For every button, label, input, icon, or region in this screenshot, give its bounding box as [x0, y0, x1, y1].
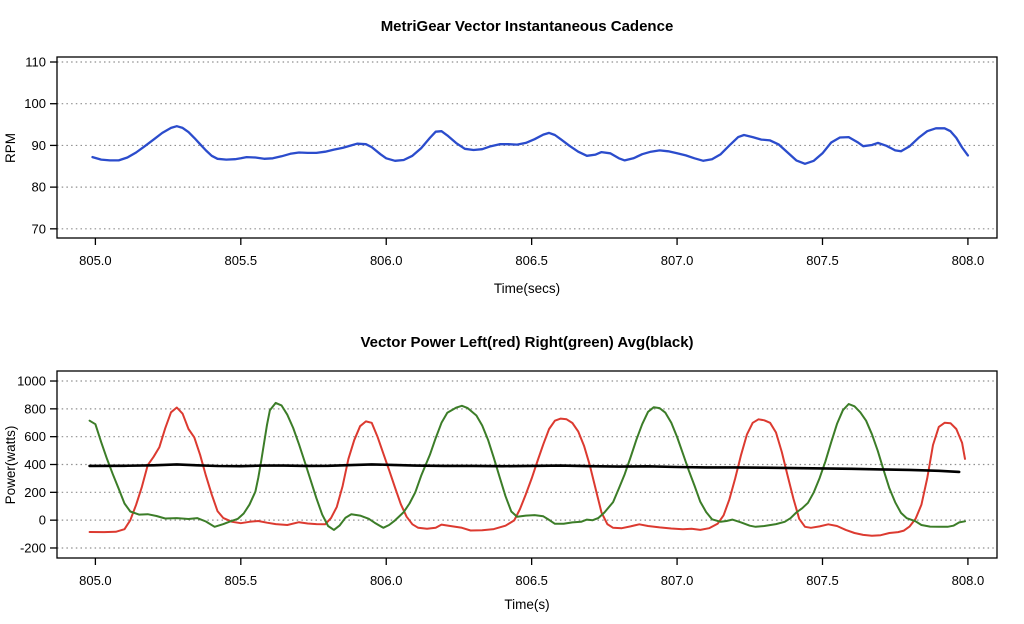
- cadence-gridlines: [57, 61, 997, 230]
- cadence-x-tick-label: 806.5: [515, 253, 548, 268]
- power-y-tick-label: 1000: [17, 374, 46, 389]
- power-y-tick-label: 800: [24, 401, 46, 416]
- power-x-axis-label: Time(s): [504, 597, 549, 612]
- power-axis-ticks: [50, 380, 969, 565]
- power-y-tick-label: 0: [39, 513, 46, 528]
- power-x-tick-label: 806.0: [370, 573, 403, 588]
- cadence-chart-title: MetriGear Vector Instantaneous Cadence: [381, 18, 674, 35]
- power-y-tick-label: 600: [24, 429, 46, 444]
- power-series-left-power: [88, 406, 966, 537]
- cadence-y-tick-label: 90: [32, 138, 46, 153]
- power-x-tick-label: 807.5: [806, 573, 839, 588]
- power-x-tick-label: 805.5: [225, 573, 258, 588]
- cadence-y-tick-label: 100: [24, 96, 46, 111]
- cadence-chart-plot-area: 70 80 90 100 110 805.0 805.5 806.0 806.5 807.0 807…: [24, 55, 998, 268]
- power-chart-title: Vector Power Left(red) Right(green) Avg(…: [360, 334, 693, 351]
- cadence-series-cadence: [91, 125, 970, 165]
- power-tick-labels: -200 0 200 400 600 800 1000 805.0 805.5 806.0 806.…: [17, 374, 984, 588]
- cadence-y-axis-label: RPM: [3, 133, 18, 163]
- cadence-axis-ticks: [50, 61, 969, 245]
- cadence-plot-frame: [56, 56, 998, 239]
- cadence-y-tick-label: 70: [32, 221, 46, 236]
- cadence-y-tick-label: 110: [25, 55, 46, 70]
- cadence-x-tick-label: 807.0: [661, 253, 694, 268]
- cadence-tick-labels: 70 80 90 100 110 805.0 805.5 806.0 806.5 807.0 807…: [24, 55, 984, 268]
- power-series-right-power: [88, 401, 966, 531]
- power-y-axis-label: Power(watts): [3, 426, 18, 505]
- cadence-y-tick-label: 80: [32, 180, 46, 195]
- power-x-tick-label: 805.0: [79, 573, 112, 588]
- power-x-tick-label: 807.0: [661, 573, 694, 588]
- cadence-x-tick-label: 808.0: [952, 253, 985, 268]
- power-y-tick-label: -200: [20, 540, 46, 555]
- cadence-x-tick-label: 805.5: [225, 253, 258, 268]
- power-y-tick-label: 200: [24, 485, 46, 500]
- cadence-x-tick-label: 807.5: [806, 253, 839, 268]
- power-x-tick-label: 808.0: [952, 573, 985, 588]
- power-x-tick-label: 806.5: [515, 573, 548, 588]
- cadence-x-tick-label: 805.0: [79, 253, 112, 268]
- power-plot-frame: [56, 370, 998, 559]
- cadence-x-tick-label: 806.0: [370, 253, 403, 268]
- cadence-x-axis-label: Time(secs): [494, 281, 560, 296]
- power-series-avg-power: [88, 463, 961, 474]
- power-y-tick-label: 400: [24, 457, 46, 472]
- power-chart-plot-area: -200 0 200 400 600 800 1000 805.0 805.5 806.0 806.…: [17, 370, 998, 588]
